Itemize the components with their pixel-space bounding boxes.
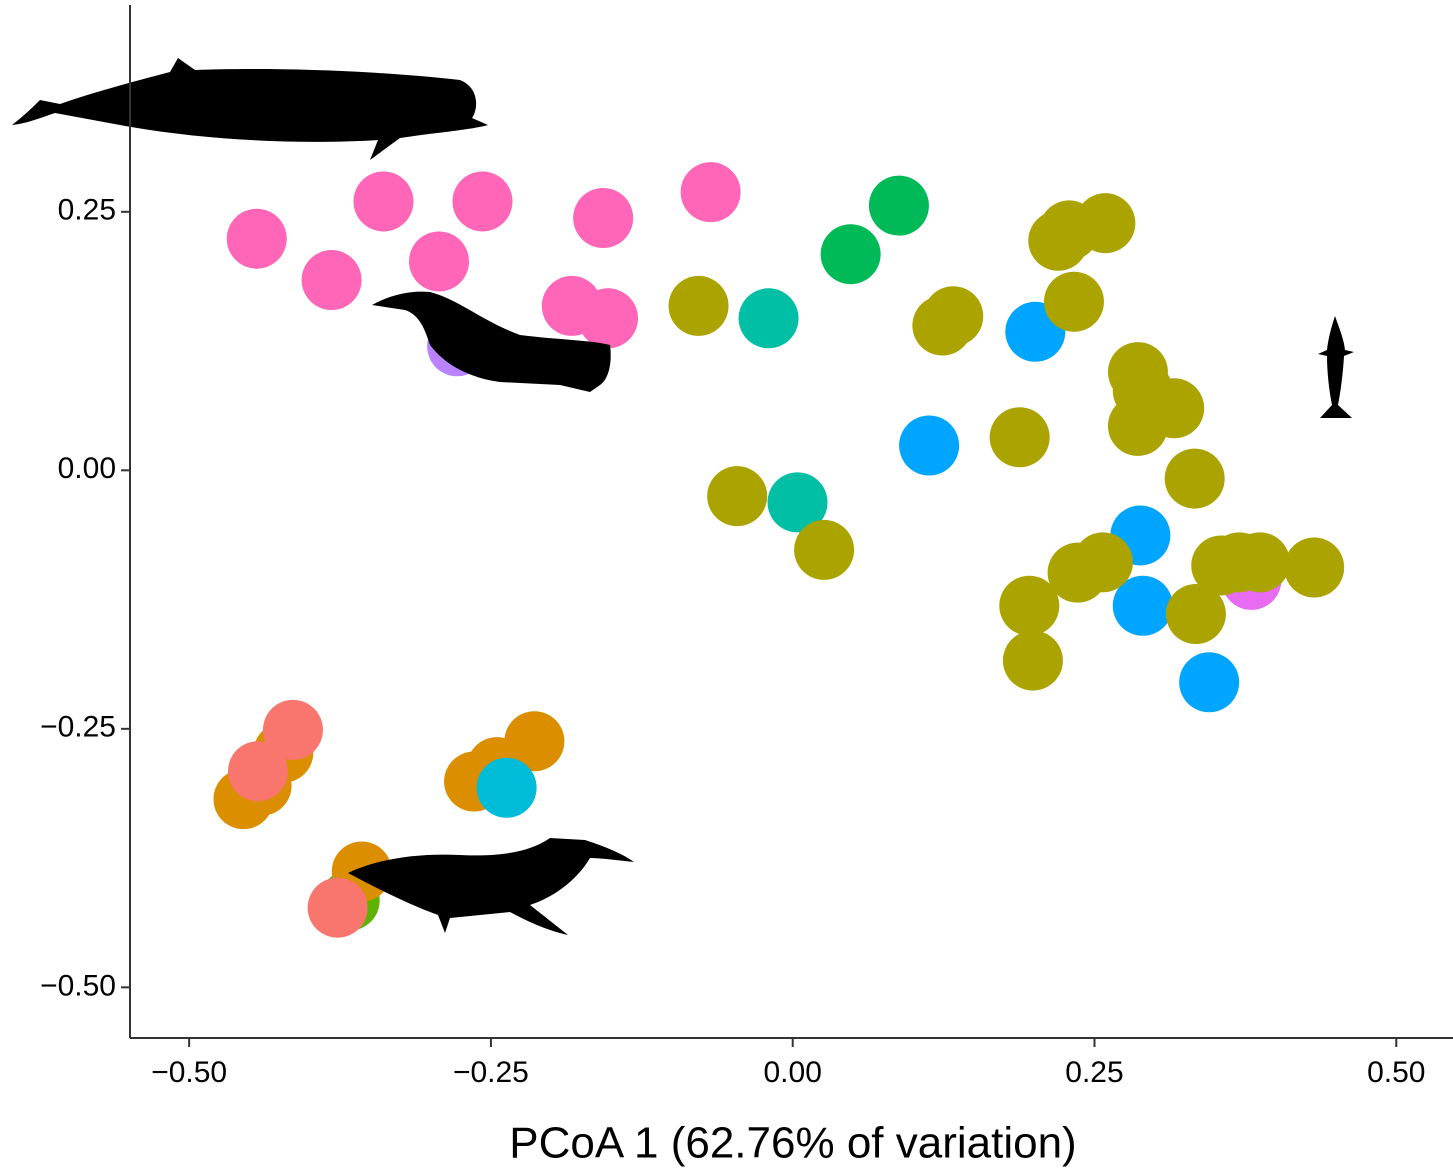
point — [820, 224, 881, 285]
point — [353, 171, 414, 232]
x-tick-label: 0.25 — [1065, 1056, 1123, 1089]
point — [899, 415, 960, 476]
point — [1072, 532, 1133, 593]
point — [573, 188, 634, 249]
point — [452, 171, 513, 232]
point — [1043, 271, 1104, 332]
points — [213, 162, 1345, 938]
point — [999, 575, 1060, 636]
point — [668, 275, 729, 336]
y-tick-label: 0.00 — [58, 452, 116, 485]
point — [767, 472, 828, 533]
y-tick-label: 0.25 — [58, 194, 116, 227]
whale-silhouette — [348, 838, 634, 935]
point — [1284, 537, 1345, 598]
point — [680, 162, 741, 223]
x-tick-label: 0.50 — [1367, 1056, 1425, 1089]
point — [738, 288, 799, 349]
x-tick-label: 0.00 — [764, 1056, 822, 1089]
point — [227, 741, 288, 802]
whale-silhouette — [12, 58, 488, 160]
point — [226, 208, 287, 269]
point — [262, 699, 323, 760]
x-tick-label: −0.25 — [453, 1056, 529, 1089]
point — [1075, 193, 1136, 254]
point — [868, 175, 929, 236]
point — [923, 286, 984, 347]
point — [1002, 630, 1063, 691]
point — [301, 250, 362, 311]
whale-silhouette — [372, 291, 611, 392]
point — [409, 231, 470, 292]
point — [578, 288, 639, 349]
point — [1165, 584, 1226, 645]
point — [476, 757, 537, 818]
point — [1229, 532, 1290, 593]
point — [504, 711, 565, 772]
y-tick-label: −0.50 — [40, 969, 116, 1002]
dolphin-silhouette — [1318, 316, 1354, 418]
point — [1164, 448, 1225, 509]
point — [1112, 575, 1173, 636]
point — [794, 519, 855, 580]
axes: −0.50 −0.25 0.00 0.25 0.50 −0.50 −0.25 0.00 0.25 — [40, 5, 1453, 1089]
y-tick-label: −0.25 — [40, 711, 116, 744]
point — [307, 877, 368, 938]
x-axis-label: PCoA 1 (62.76% of variation) — [509, 1119, 1076, 1168]
x-tick-label: −0.50 — [151, 1056, 227, 1089]
point — [989, 407, 1050, 468]
point — [1179, 652, 1240, 713]
point — [707, 466, 768, 527]
point — [1107, 395, 1168, 456]
